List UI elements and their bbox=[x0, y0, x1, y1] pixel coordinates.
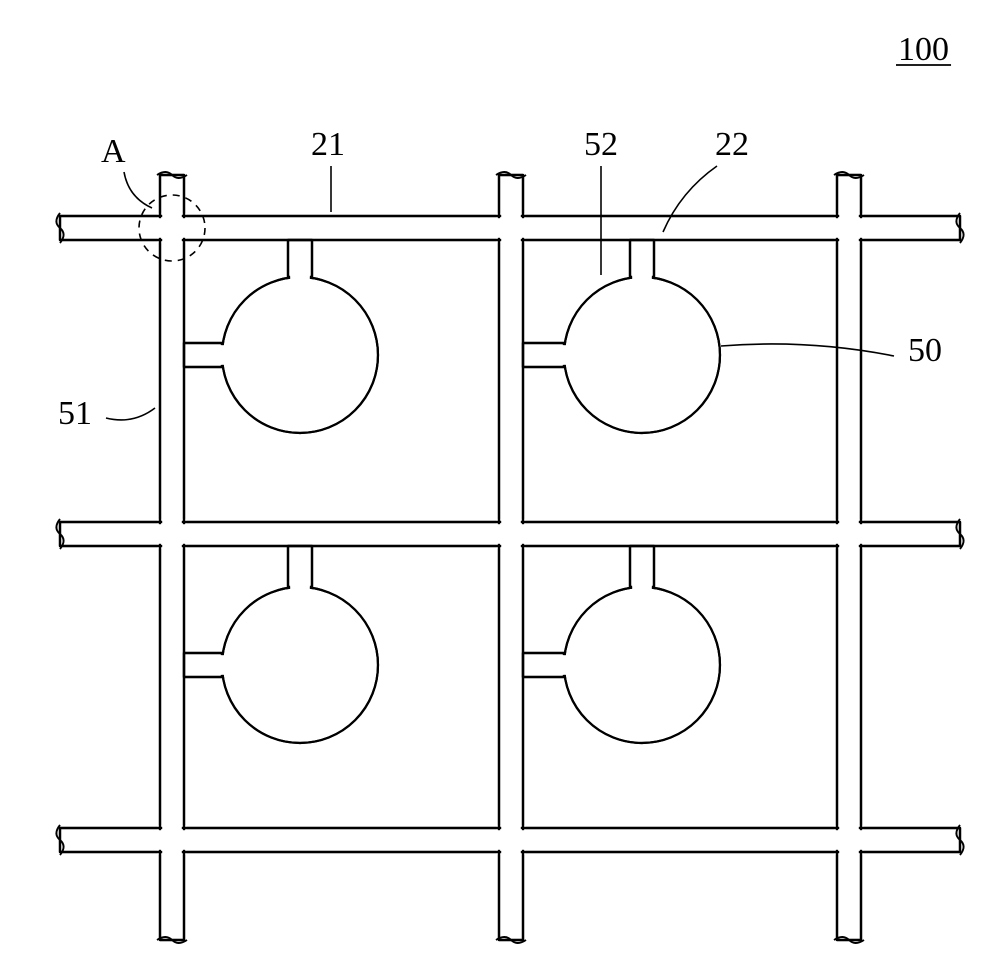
ref-21-label: 21 bbox=[311, 126, 345, 163]
connector-stub bbox=[523, 653, 564, 677]
detail-region-label: A bbox=[101, 133, 126, 170]
ref-51-label: 51 bbox=[58, 395, 92, 432]
ref-22-label: 22 bbox=[715, 126, 749, 163]
cells-layer bbox=[219, 274, 720, 743]
connector-stub bbox=[288, 546, 312, 587]
connector-stub bbox=[184, 653, 222, 677]
ref-52-label: 52 bbox=[584, 126, 618, 163]
ref-50-label: 50 bbox=[908, 332, 942, 369]
connector-stub bbox=[288, 240, 312, 277]
connector-stub bbox=[630, 546, 654, 587]
channels-layer bbox=[56, 172, 963, 943]
figure-id-label: 100 bbox=[898, 31, 949, 68]
connector-stub bbox=[184, 343, 222, 367]
schematic-diagram: 100 A 21 22 52 50 51 bbox=[0, 0, 1000, 965]
connector-stub bbox=[523, 343, 564, 367]
connector-stub bbox=[630, 240, 654, 277]
